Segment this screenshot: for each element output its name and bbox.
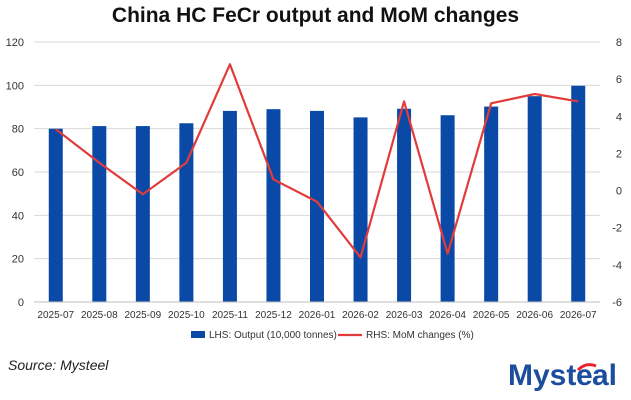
mysteel-logo: Myst e al xyxy=(506,356,626,392)
y-right-tick-label: -2 xyxy=(612,223,622,235)
y-right-tick-label: -6 xyxy=(612,297,622,309)
y-left-tick-label: 20 xyxy=(12,254,24,266)
legend-swatch-bar xyxy=(191,331,205,338)
x-tick-label: 2025-07 xyxy=(37,310,74,321)
bar xyxy=(571,85,586,303)
bar xyxy=(135,126,150,302)
axes: 0 20 40 60 80 100 120 -6 -4 -2 0 2 4 6 8 2025-07 2025-08… xyxy=(6,37,622,321)
legend: LHS: Output (10,000 tonnes) RHS: MoM chan… xyxy=(191,330,474,341)
x-tick-label: 2025-11 xyxy=(212,310,248,321)
legend-label-mom: RHS: MoM changes (%) xyxy=(366,330,474,341)
x-tick-label: 2026-01 xyxy=(299,310,336,321)
bar xyxy=(310,110,324,303)
bar xyxy=(484,106,499,302)
x-tick-label: 2025-10 xyxy=(168,310,205,321)
bar xyxy=(222,110,237,303)
bar xyxy=(92,126,107,302)
svg-text:al: al xyxy=(592,359,617,392)
bar xyxy=(266,109,281,303)
y-left-tick-label: 80 xyxy=(12,124,24,136)
chart-title: China HC FeCr output and MoM changes xyxy=(111,4,520,27)
x-tick-label: 2026-06 xyxy=(516,310,553,321)
bar xyxy=(527,96,542,303)
x-tick-label: 2026-07 xyxy=(560,310,597,321)
x-tick-label: 2026-04 xyxy=(429,310,466,321)
bar xyxy=(179,123,194,302)
bar xyxy=(48,128,63,302)
line-series xyxy=(55,63,579,259)
y-right-tick-label: 8 xyxy=(616,37,622,49)
y-right-tick-label: 2 xyxy=(616,148,622,160)
y-left-tick-label: 40 xyxy=(12,210,24,222)
x-tick-label: 2026-03 xyxy=(386,310,423,321)
y-left-tick-label: 60 xyxy=(12,167,24,179)
y-right-tick-label: -4 xyxy=(612,260,622,272)
bar xyxy=(353,117,368,303)
x-tick-label: 2026-05 xyxy=(473,310,510,321)
y-right-tick-label: 6 xyxy=(616,74,622,86)
y-left-tick-label: 120 xyxy=(6,37,24,49)
y-left-tick-label: 0 xyxy=(18,297,24,309)
x-tick-label: 2026-02 xyxy=(342,310,379,321)
legend-label-output: LHS: Output (10,000 tonnes) xyxy=(209,330,337,341)
source-note: Source: Mysteel xyxy=(8,357,109,373)
bar-series xyxy=(48,85,586,303)
bar xyxy=(397,108,412,302)
x-tick-label: 2025-08 xyxy=(81,310,118,321)
y-right-tick-label: 4 xyxy=(616,111,622,123)
x-tick-label: 2025-12 xyxy=(255,310,292,321)
svg-text:Myst: Myst xyxy=(508,359,576,392)
y-left-tick-label: 100 xyxy=(6,80,24,92)
y-right-tick-label: 0 xyxy=(616,186,622,198)
x-tick-label: 2025-09 xyxy=(124,310,161,321)
bar xyxy=(440,115,455,302)
